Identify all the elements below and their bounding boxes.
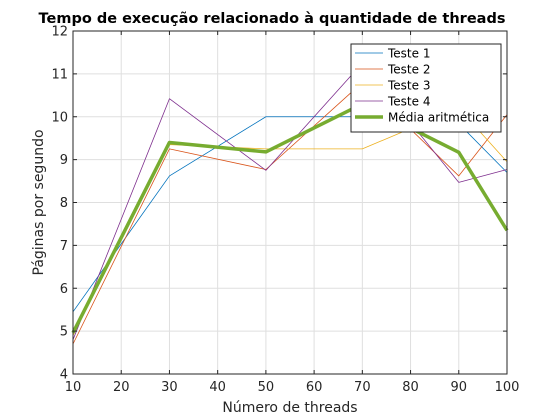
y-tick-label: 11	[51, 67, 68, 82]
x-tick-label: 20	[113, 380, 130, 395]
x-axis-label: Número de threads	[222, 400, 357, 416]
y-axis-label: Páginas por segundo	[31, 129, 47, 275]
series-line-5	[73, 104, 507, 333]
x-tick-label: 60	[306, 380, 323, 395]
y-tick-label: 9	[60, 153, 68, 168]
x-tick-label: 90	[451, 380, 468, 395]
x-tick-label: 50	[258, 380, 275, 395]
y-tick-label: 7	[60, 239, 68, 254]
y-tick-label: 12	[51, 25, 68, 40]
legend-label: Teste 3	[387, 79, 430, 93]
legend: Teste 1 Teste 2 Teste 3 Teste 4 Média aritmé…	[351, 44, 501, 132]
x-tick-label: 40	[209, 380, 226, 395]
y-tick-label: 4	[60, 368, 68, 383]
x-tick-label: 70	[354, 380, 371, 395]
x-tick-label: 100	[495, 380, 520, 395]
y-tick-label: 10	[51, 110, 68, 125]
y-tick-label: 8	[60, 196, 68, 211]
series-line-1	[73, 117, 507, 312]
legend-label: Média aritmética	[388, 111, 489, 125]
y-tick-label: 5	[60, 325, 68, 340]
y-tick-label: 6	[60, 282, 68, 297]
x-tick-label: 30	[161, 380, 178, 395]
legend-label: Teste 1	[387, 47, 430, 61]
legend-label: Teste 4	[387, 95, 430, 109]
chart-title: Tempo de execução relacionado à quantida…	[39, 11, 506, 27]
x-tick-label: 80	[402, 380, 419, 395]
legend-label: Teste 2	[387, 63, 430, 77]
